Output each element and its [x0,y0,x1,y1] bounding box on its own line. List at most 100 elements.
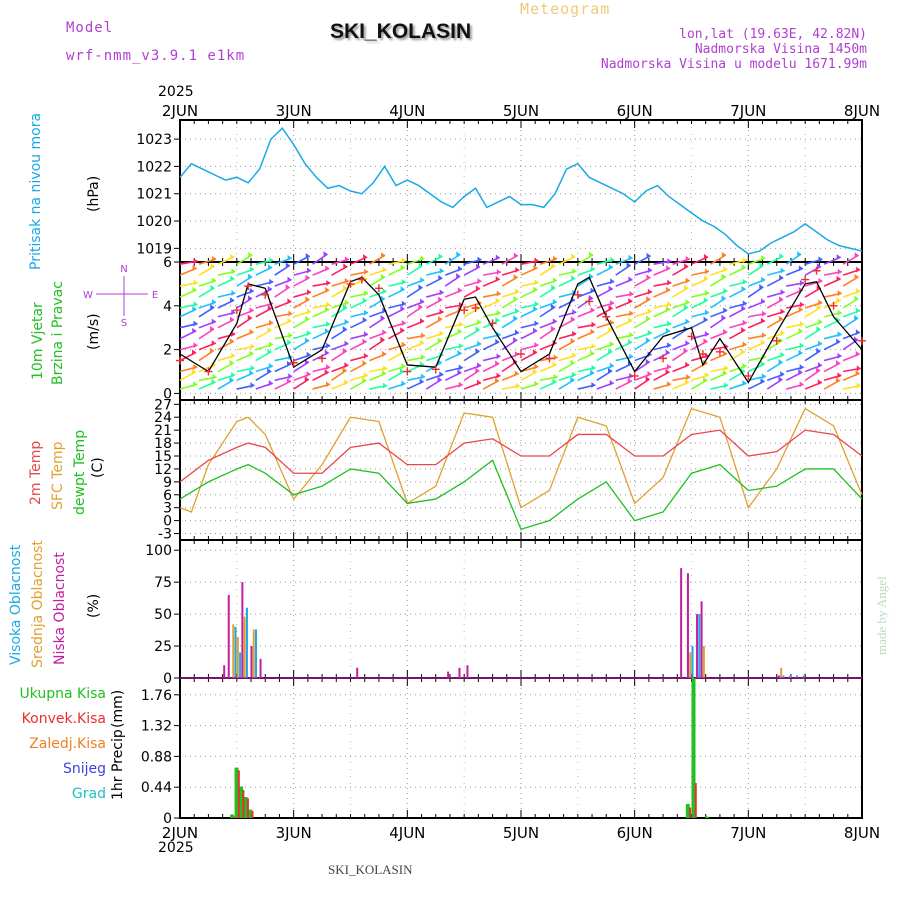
wind-arrow-head [420,276,425,283]
wind-arrow-head [342,304,347,311]
wind-arrow-head [306,289,311,296]
wind-arrow-head [780,289,785,296]
wind-arrow-head [400,305,405,312]
wind-arrow-head [230,253,235,260]
wind-arrow-head [742,362,747,369]
wind-gust-marker [488,319,497,328]
wind-arrow-head [288,310,293,317]
wind-arrow-head [742,380,747,387]
wind-arrow-head [666,265,671,272]
wind-arrow-head [855,370,860,377]
cloud-bar [234,626,237,678]
y-tick-label: 1021 [136,187,172,203]
wind-arrow-head [742,257,747,264]
y-tick-label: 1.76 [141,688,172,704]
wind-arrow-head [534,300,539,307]
wind-arrow-head [760,339,765,346]
wind-arrow-head [723,266,728,273]
wind-arrow-head [837,290,842,297]
wind-arrow-head [495,297,500,304]
wind-arrow-head [438,315,443,322]
wind-arrow-head [799,364,804,371]
wind-arrow-head [212,374,217,381]
wind-arrow-head [816,263,821,270]
wind-gust-marker [744,371,753,380]
wind-arrow-head [854,314,859,321]
wind-arrow-head [231,352,236,359]
wind-arrow-head [363,254,368,261]
precip-bar [243,797,248,818]
y-tick-label: 0 [163,386,172,402]
wind-arrow-head [210,304,215,311]
cloud-bar [777,675,780,678]
wind-arrow-head [553,354,558,361]
wind-arrow-head [534,341,539,348]
wind-arrow-head [686,374,691,381]
wind-arrow-head [326,364,331,371]
wind-arrow-head [759,283,764,290]
wind-arrow-head [665,368,670,375]
wind-arrow-head [231,289,236,296]
wind-arrow-head [590,265,595,272]
wind-arrow-head [704,331,709,338]
cloud-bar [223,665,226,678]
wind-arrow-head [836,275,841,282]
wind-arrow-head [779,253,784,260]
model-name: wrf-nmm_v3.9.1 e1km [66,48,246,64]
wind-arrow-head [818,318,823,325]
wind-arrow-head [231,372,236,379]
wind-arrow-head [210,325,215,332]
x-tick-label-bottom: 6JUN [617,824,653,842]
cloud-bar [696,614,699,678]
wind-arrow-head [609,341,614,348]
wind-arrow-head [608,263,613,270]
wind-arrow-head [306,308,311,315]
wind-arrow-head [856,266,861,273]
wind-arrow-head [855,307,860,314]
wind-arrow-head [439,330,444,337]
wind-arrow-head [854,252,859,259]
wind-arrow-head [268,380,273,387]
cloud-bar [802,675,805,678]
sfc-temp-line [179,407,863,513]
wind-arrow-head [210,263,215,270]
wind-arrow-head [362,360,367,367]
wind-arrow-head [496,310,501,317]
y-tick-label: 1022 [136,159,172,175]
wind-arrow-head [721,314,726,321]
wind-arrow-head [741,285,746,292]
wind-arrow-head [193,381,198,388]
footer-station: SKI_KOLASIN [328,862,413,877]
wind-arrow-head [401,341,406,348]
wind-arrow-head [475,348,480,355]
wind-arrow-head [457,369,462,376]
wind-arrow-head [192,265,197,272]
wind-arrow-head [477,319,482,326]
wind-arrow-head [762,332,767,339]
wind-arrow-head [230,275,235,282]
wind-arrow-head [326,301,331,308]
wind-arrow-head [570,376,575,383]
precip-bar [251,811,254,818]
wind-arrow-head [192,286,197,293]
wind-arrow-head [589,251,594,258]
wind-arrow-head [229,316,234,323]
wind-gust-marker [289,358,298,367]
wind-arrow-head [741,305,746,312]
wind-arrow-head [418,284,423,291]
wind-arrow-head [249,369,254,376]
wind-arrow-head [515,307,520,314]
wind-arrow-head [609,319,614,326]
wind-arrow-head [647,329,652,336]
wind-arrow-head [210,284,215,291]
wind-gust-marker [346,279,355,288]
wind-arrow-head [231,331,236,338]
elevation: Nadmorska Visina 1450m [694,42,867,57]
wind-arrow-head [685,361,690,368]
wind-arrow-head [666,363,671,370]
precip-bar [694,783,697,818]
wind-arrow-head [685,379,690,386]
wind-arrow-head [798,328,803,335]
y-tick-label: 0.88 [141,749,172,765]
wind-arrow-head [724,365,729,372]
